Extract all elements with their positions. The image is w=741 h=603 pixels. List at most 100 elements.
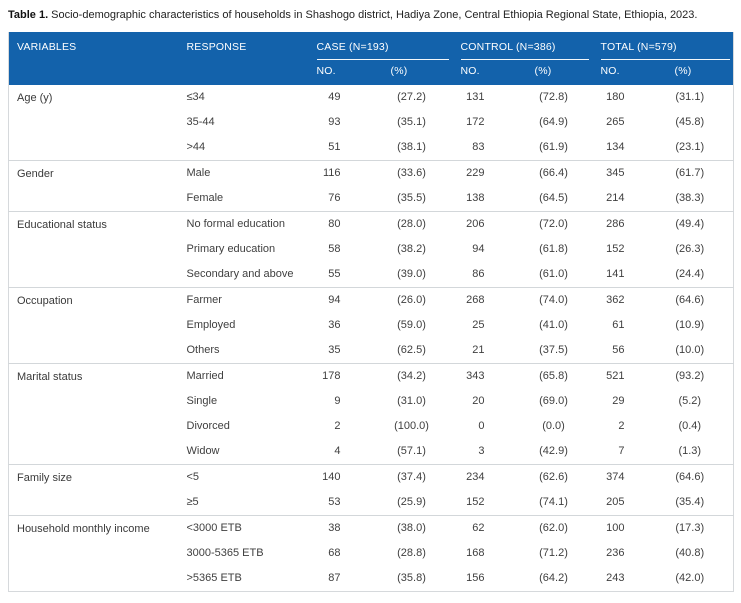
percent-cell: (31.1) bbox=[672, 85, 734, 110]
count-cell: 94 bbox=[316, 287, 389, 313]
table-row: Occupation Farmer 94 (26.0) 268 (74.0) 362 (64.… bbox=[8, 287, 734, 364]
count-cell: 2 bbox=[600, 414, 673, 439]
count-cell: 76 bbox=[316, 186, 389, 212]
table-caption-label: Table 1. bbox=[8, 9, 49, 21]
count-cell: 61 bbox=[600, 313, 673, 338]
count-cell: 156 bbox=[460, 566, 533, 592]
percent-cell: (33.6) bbox=[388, 160, 461, 186]
table-row: Primary education 58 (38.2) 94 (61.8) 152 (26.… bbox=[9, 237, 734, 262]
count-cell: 268 bbox=[460, 287, 533, 313]
percent-cell: (64.9) bbox=[532, 110, 601, 135]
column-group-label: TOTAL (N=579) bbox=[600, 41, 731, 60]
column-header-response: RESPONSE bbox=[186, 32, 317, 85]
count-cell: 265 bbox=[600, 110, 673, 135]
count-cell: 141 bbox=[600, 262, 673, 288]
count-cell: 521 bbox=[600, 363, 673, 389]
variable-cell: Marital status bbox=[8, 363, 187, 465]
count-cell: 206 bbox=[460, 211, 533, 237]
table-row: Household monthly income <3000 ETB 38 (38.0… bbox=[8, 515, 734, 592]
percent-cell: (61.0) bbox=[532, 262, 601, 288]
percent-cell: (38.3) bbox=[672, 186, 734, 212]
variable-cell: Family size bbox=[8, 464, 187, 516]
count-cell: 68 bbox=[316, 541, 389, 566]
table-row: Others 35 (62.5) 21 (37.5) 56 (10.0) bbox=[9, 338, 734, 364]
variable-cell: Household monthly income bbox=[8, 515, 187, 592]
percent-cell: (27.2) bbox=[388, 85, 461, 110]
count-cell: 93 bbox=[316, 110, 389, 135]
column-group-label: CASE (N=193) bbox=[316, 41, 449, 60]
header-sub-row: NO. (%) NO. (%) NO. (%) bbox=[9, 60, 734, 85]
percent-cell: (24.4) bbox=[672, 262, 734, 288]
response-cell: <5 bbox=[186, 464, 317, 490]
table-row: Employed 36 (59.0) 25 (41.0) 61 (10.9) bbox=[9, 313, 734, 338]
percent-cell: (37.4) bbox=[388, 464, 461, 490]
count-cell: 51 bbox=[316, 135, 389, 161]
response-cell: Divorced bbox=[186, 414, 317, 439]
percent-cell: (72.0) bbox=[532, 211, 601, 237]
count-cell: 29 bbox=[600, 389, 673, 414]
percent-cell: (45.8) bbox=[672, 110, 734, 135]
count-cell: 87 bbox=[316, 566, 389, 592]
column-header-percent: (%) bbox=[532, 60, 601, 85]
percent-cell: (0.0) bbox=[532, 414, 601, 439]
count-cell: 49 bbox=[316, 85, 389, 110]
percent-cell: (28.0) bbox=[388, 211, 461, 237]
header-group-row: VARIABLES RESPONSE CASE (N=193) CONTROL (… bbox=[8, 32, 734, 85]
response-cell: Female bbox=[186, 186, 317, 212]
percent-cell: (39.0) bbox=[388, 262, 461, 288]
percent-cell: (61.8) bbox=[532, 237, 601, 262]
count-cell: 55 bbox=[316, 262, 389, 288]
count-cell: 178 bbox=[316, 363, 389, 389]
count-cell: 94 bbox=[460, 237, 533, 262]
column-header-variables: VARIABLES bbox=[8, 32, 187, 85]
variable-cell: Age (y) bbox=[8, 85, 187, 161]
count-cell: 243 bbox=[600, 566, 673, 592]
count-cell: 80 bbox=[316, 211, 389, 237]
response-cell: Secondary and above bbox=[186, 262, 317, 288]
count-cell: 214 bbox=[600, 186, 673, 212]
percent-cell: (35.4) bbox=[672, 490, 734, 516]
percent-cell: (100.0) bbox=[388, 414, 461, 439]
column-header-no: NO. bbox=[600, 60, 673, 85]
count-cell: 152 bbox=[460, 490, 533, 516]
response-cell: Single bbox=[186, 389, 317, 414]
percent-cell: (62.0) bbox=[532, 515, 601, 541]
variable-cell: Educational status bbox=[8, 211, 187, 288]
table-row: Secondary and above 55 (39.0) 86 (61.0) 141 (2… bbox=[9, 262, 734, 288]
table-row: >5365 ETB 87 (35.8) 156 (64.2) 243 (42.0) bbox=[9, 566, 734, 592]
response-cell: Widow bbox=[186, 439, 317, 465]
count-cell: 100 bbox=[600, 515, 673, 541]
table-row: Age (y) ≤34 49 (27.2) 131 (72.8) 180 (31.1) bbox=[8, 85, 734, 161]
percent-cell: (42.0) bbox=[672, 566, 734, 592]
percent-cell: (40.8) bbox=[672, 541, 734, 566]
percent-cell: (0.4) bbox=[672, 414, 734, 439]
table-caption-text: Socio-demographic characteristics of hou… bbox=[51, 9, 698, 21]
table-row: Divorced 2 (100.0) 0 (0.0) 2 (0.4) bbox=[9, 414, 734, 439]
percent-cell: (28.8) bbox=[388, 541, 461, 566]
percent-cell: (61.7) bbox=[672, 160, 734, 186]
percent-cell: (5.2) bbox=[672, 389, 734, 414]
percent-cell: (62.6) bbox=[532, 464, 601, 490]
response-cell: Others bbox=[186, 338, 317, 364]
percent-cell: (10.0) bbox=[672, 338, 734, 364]
percent-cell: (35.8) bbox=[388, 566, 461, 592]
count-cell: 35 bbox=[316, 338, 389, 364]
percent-cell: (65.8) bbox=[532, 363, 601, 389]
count-cell: 374 bbox=[600, 464, 673, 490]
table-row: Educational status No formal education 80(… bbox=[8, 211, 734, 288]
response-cell: ≥5 bbox=[186, 490, 317, 516]
percent-cell: (35.1) bbox=[388, 110, 461, 135]
count-cell: 25 bbox=[460, 313, 533, 338]
response-cell: <3000 ETB bbox=[186, 515, 317, 541]
count-cell: 53 bbox=[316, 490, 389, 516]
percent-cell: (61.9) bbox=[532, 135, 601, 161]
percent-cell: (59.0) bbox=[388, 313, 461, 338]
count-cell: 131 bbox=[460, 85, 533, 110]
response-cell: ≤34 bbox=[186, 85, 317, 110]
percent-cell: (72.8) bbox=[532, 85, 601, 110]
count-cell: 116 bbox=[316, 160, 389, 186]
percent-cell: (17.3) bbox=[672, 515, 734, 541]
percent-cell: (31.0) bbox=[388, 389, 461, 414]
response-cell: Male bbox=[186, 160, 317, 186]
